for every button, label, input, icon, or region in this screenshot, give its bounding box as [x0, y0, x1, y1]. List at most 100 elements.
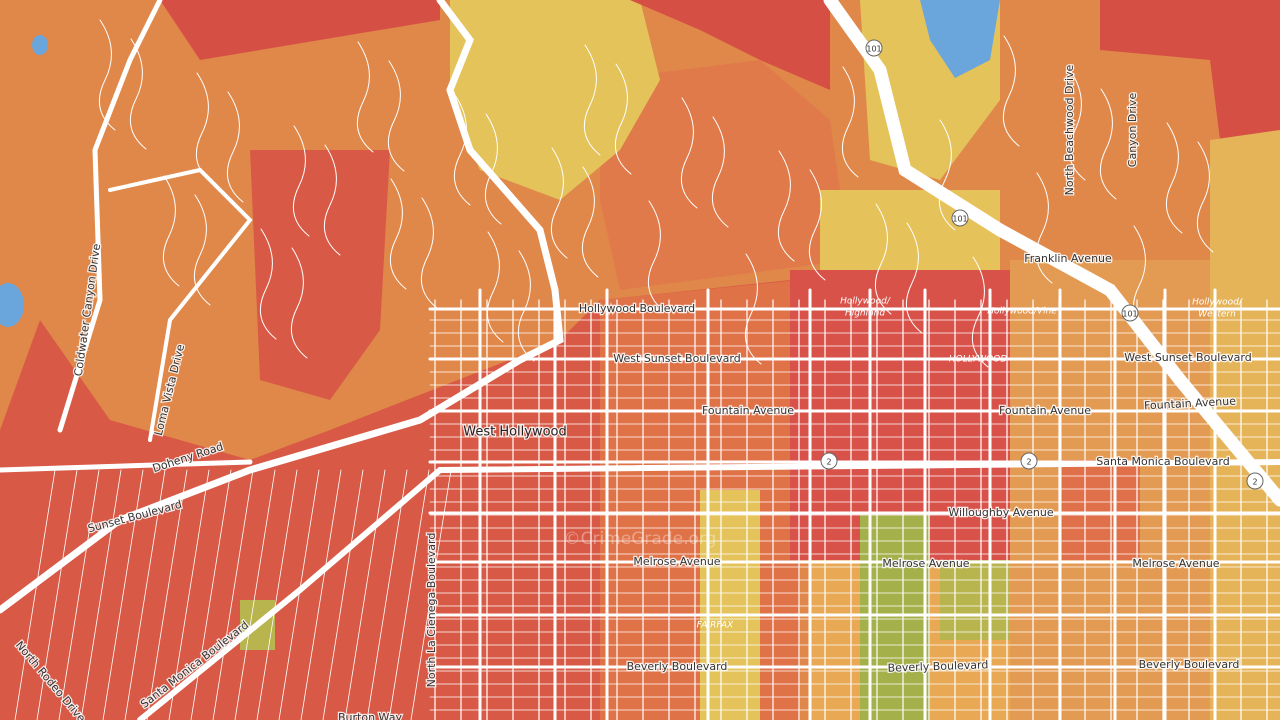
- street: [212, 469, 254, 720]
- area: [450, 0, 660, 200]
- place-label: West Hollywood: [463, 425, 567, 440]
- hill-road: [290, 247, 308, 359]
- street: [146, 469, 188, 720]
- water: [0, 283, 24, 327]
- street: [14, 469, 56, 720]
- hill-road: [777, 150, 795, 262]
- highway-shield: [1121, 304, 1139, 322]
- street-label: Beverly Boulevard: [887, 658, 988, 675]
- road: [137, 459, 1280, 720]
- road: [0, 0, 564, 614]
- road: [0, 0, 253, 473]
- area: [1100, 0, 1280, 140]
- highway-shield-label: 2: [1252, 478, 1257, 487]
- street-label: North La Cienega Boulevard: [425, 533, 438, 688]
- hill-road: [98, 19, 116, 131]
- hill-road: [193, 194, 211, 306]
- hill-road: [1002, 35, 1020, 147]
- hill-road: [744, 253, 762, 365]
- hill-road: [1035, 172, 1053, 284]
- hill-road: [808, 169, 826, 281]
- hill-road: [874, 203, 892, 315]
- hill-road: [550, 147, 568, 259]
- neighborhood-label: FAIRFAX: [697, 621, 735, 631]
- hill-road: [517, 250, 535, 362]
- hill-road: [905, 222, 923, 334]
- highway-shield-label: 2: [826, 458, 831, 467]
- highway-shield-label: 101: [1122, 310, 1137, 319]
- street-label: Melrose Avenue: [633, 555, 720, 568]
- area: [1060, 460, 1140, 560]
- street-label: Hollywood Boulevard: [579, 302, 695, 315]
- street: [388, 469, 430, 720]
- highway-shield: [1020, 452, 1038, 470]
- hill-road: [711, 116, 729, 228]
- area: [940, 560, 1010, 640]
- highway-shield-label: 2: [1026, 458, 1031, 467]
- street: [234, 469, 276, 720]
- hill-road: [292, 125, 310, 237]
- water: [920, 0, 1000, 78]
- street-label: Beverly Boulevard: [627, 660, 728, 673]
- street-label: Santa Monica Boulevard: [1096, 455, 1229, 468]
- street-label: Burton Way: [338, 711, 402, 720]
- hill-road: [680, 97, 698, 209]
- hill-road: [387, 60, 405, 172]
- neighborhood-label: Highland: [845, 309, 885, 319]
- water: [32, 35, 48, 55]
- street: [36, 469, 78, 720]
- highway-shield: [820, 452, 838, 470]
- area: [820, 190, 1000, 270]
- street: [300, 469, 342, 720]
- highway-shield-label: 101: [952, 215, 967, 224]
- area: [630, 0, 830, 90]
- neighborhood-label: HOLLYWOOD: [949, 355, 1008, 365]
- area: [700, 490, 760, 720]
- street-label: Melrose Avenue: [882, 557, 969, 570]
- street-label: Fountain Avenue: [999, 404, 1091, 417]
- street: [124, 469, 166, 720]
- street-label: West Sunset Boulevard: [613, 352, 740, 365]
- hill-road: [1196, 141, 1214, 253]
- street-label: Beverly Boulevard: [1139, 658, 1240, 671]
- street-label: Franklin Avenue: [1024, 252, 1112, 265]
- highway-shield: [865, 39, 883, 57]
- hill-road: [841, 66, 859, 178]
- street-label: Fountain Avenue: [702, 404, 794, 417]
- hill-road: [129, 38, 147, 150]
- hill-road: [614, 63, 632, 175]
- neighborhood-label: Hollywood/: [1192, 298, 1243, 308]
- hill-road: [1068, 69, 1086, 181]
- hill-road: [581, 166, 599, 278]
- neighborhood-label: Western: [1198, 310, 1236, 320]
- hill-road: [971, 256, 989, 368]
- area: [250, 150, 390, 400]
- street: [322, 469, 364, 720]
- street-label: West Sunset Boulevard: [1124, 351, 1251, 364]
- hill-road: [1165, 122, 1183, 234]
- street: [80, 469, 122, 720]
- area: [600, 60, 850, 290]
- hill-road: [938, 119, 956, 231]
- street: [168, 469, 210, 720]
- freeway: [823, 0, 1280, 507]
- street: [58, 469, 100, 720]
- highway-shield: [951, 209, 969, 227]
- hill-road: [389, 178, 407, 290]
- highway-shield: [1246, 472, 1264, 490]
- hill-road: [259, 228, 277, 340]
- street-label: North Beachwood Drive: [1063, 64, 1076, 195]
- area: [160, 0, 440, 60]
- street: [190, 469, 232, 720]
- hill-road: [453, 94, 471, 206]
- street-label: Fountain Avenue: [1144, 395, 1237, 413]
- street-label: Willoughby Avenue: [948, 506, 1054, 519]
- hill-road: [226, 91, 244, 203]
- hill-road: [323, 144, 341, 256]
- neighborhood-label: Hollywood/Vine: [987, 307, 1057, 317]
- hill-road: [356, 41, 374, 153]
- hill-road: [647, 200, 665, 312]
- hill-road: [420, 197, 438, 309]
- hill-road: [583, 44, 601, 156]
